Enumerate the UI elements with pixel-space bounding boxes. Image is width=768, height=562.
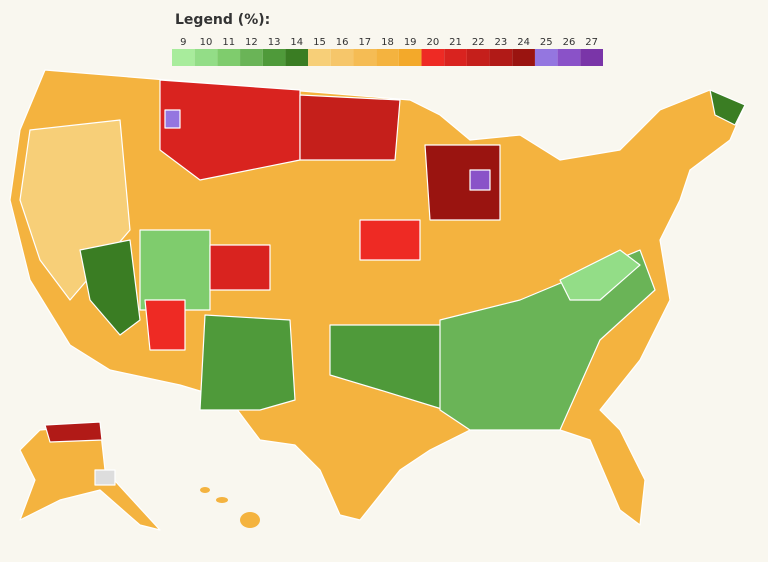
legend-label: 24 (517, 37, 530, 48)
legend-swatch (466, 49, 490, 66)
legend-swatch (262, 49, 286, 66)
legend-swatch (285, 49, 309, 66)
legend-label: 26 (563, 37, 576, 48)
hawaii-island (216, 497, 228, 503)
legend-label: 14 (290, 37, 303, 48)
legend-label: 20 (427, 37, 440, 48)
legend-label: 10 (200, 37, 213, 48)
legend-title: Legend (%): (175, 12, 270, 28)
nevada-east (79, 239, 141, 336)
legend-label: 13 (268, 37, 281, 48)
legend-label: 15 (313, 37, 326, 48)
legend-label: 22 (472, 37, 485, 48)
iowa (359, 219, 421, 261)
contiguous-us (9, 69, 746, 526)
four-corners (199, 314, 296, 411)
legend-swatch (376, 49, 399, 66)
legend-swatch (353, 49, 377, 66)
utah (139, 229, 211, 311)
purple-patch (164, 109, 181, 129)
legend-label: 27 (585, 37, 598, 48)
legend-label: 25 (540, 37, 553, 48)
legend-label: 21 (449, 37, 462, 48)
legend-swatch (534, 49, 558, 66)
legend-swatch (444, 49, 467, 66)
legend-swatch (172, 49, 195, 66)
appalachia (559, 249, 641, 301)
legend-label: 12 (245, 37, 258, 48)
alaska (19, 421, 161, 531)
legend-label: 11 (222, 37, 235, 48)
legend-swatch (580, 49, 603, 66)
legend-swatch (512, 49, 535, 66)
oklahoma-arkansas (329, 324, 446, 411)
alaska-nodata (94, 469, 116, 486)
alaska-land (19, 424, 161, 531)
purple-patch (469, 169, 491, 191)
legend-swatch (194, 49, 218, 66)
hawaii-island (240, 512, 260, 528)
legend-label: 18 (381, 37, 394, 48)
dakotas (299, 94, 401, 161)
legend-swatch (489, 49, 513, 66)
hawaii (200, 487, 260, 528)
legend-swatch (240, 49, 263, 66)
nevada-south (144, 299, 186, 351)
maine-north (709, 89, 746, 126)
legend: 9 10 11 12 13 14 15 16 17 18 19 20 21 22 23 24 25 26 27 (172, 37, 603, 66)
legend-label: 17 (358, 37, 371, 48)
wisconsin (424, 144, 501, 221)
legend-label: 9 (180, 37, 186, 48)
legend-swatch (557, 49, 581, 66)
montana (159, 79, 301, 181)
legend-swatch (398, 49, 422, 66)
legend-swatch (421, 49, 445, 66)
wyoming-patch (209, 244, 271, 291)
legend-swatch (217, 49, 241, 66)
hawaii-island (200, 487, 210, 493)
alaska-north (44, 421, 103, 443)
legend-swatch (308, 49, 331, 66)
legend-label: 16 (336, 37, 349, 48)
legend-label: 23 (495, 37, 508, 48)
legend-swatch (330, 49, 354, 66)
legend-label: 19 (404, 37, 417, 48)
